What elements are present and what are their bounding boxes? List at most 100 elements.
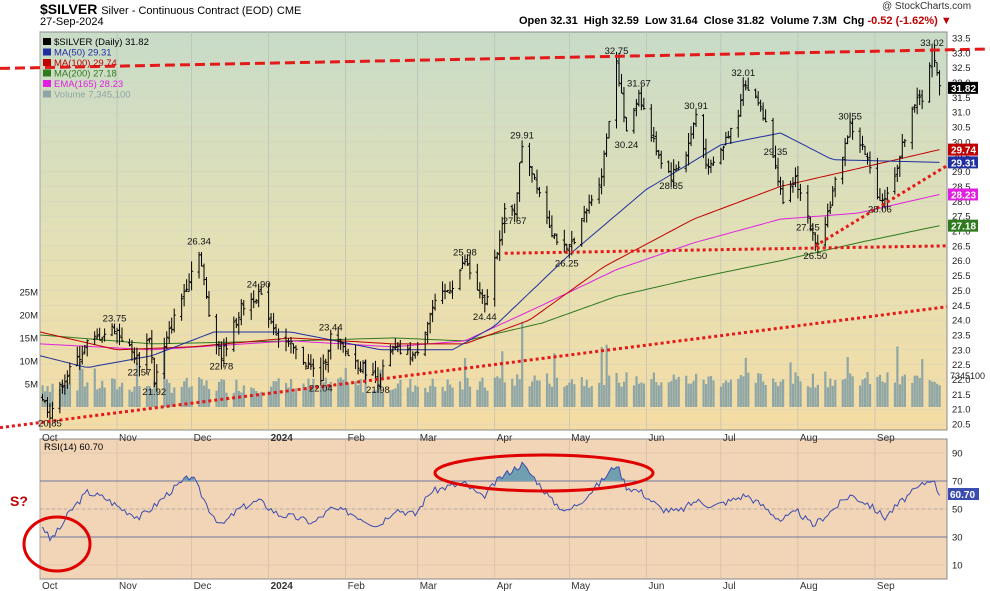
volume-bar	[580, 377, 583, 407]
x-tick-label: Mar	[420, 433, 438, 444]
legend-entry: EMA(165) 28.23	[54, 79, 123, 90]
volume-bar	[831, 385, 834, 407]
price-bar	[831, 185, 835, 206]
price-bar	[642, 97, 646, 110]
price-bar	[520, 140, 524, 164]
volume-bar	[859, 385, 862, 407]
volume-bar	[620, 386, 623, 407]
price-bar	[729, 127, 733, 145]
volume-bar	[329, 381, 332, 407]
price-bar	[850, 118, 855, 140]
price-bar	[304, 362, 308, 370]
price-bar	[587, 194, 591, 214]
price-bar	[480, 289, 484, 304]
price-bar	[408, 342, 412, 366]
volume-bar	[521, 321, 524, 407]
legend-swatch	[43, 69, 51, 77]
price-bar	[344, 337, 348, 357]
x-tick-label: Aug	[800, 581, 818, 591]
volume-bar	[603, 384, 606, 407]
volume-bar	[173, 387, 176, 407]
volume-bar	[781, 379, 785, 407]
price-bar	[271, 312, 276, 336]
price-bar	[860, 135, 865, 151]
y-tick-label: 21.5	[952, 390, 971, 401]
legend-swatch	[43, 90, 51, 98]
price-bar	[672, 159, 676, 189]
volume-bar	[794, 372, 797, 407]
legend-entry: MA(50) 29.31	[54, 48, 112, 59]
volume-bar	[687, 383, 690, 407]
volume-bar	[121, 382, 124, 407]
volume-bar	[789, 362, 792, 407]
volume-last-label: 7345100	[950, 371, 985, 381]
price-data-label: 26.25	[555, 258, 579, 269]
volume-bar	[516, 374, 519, 407]
price-bar	[361, 360, 365, 374]
axis-badge	[948, 156, 978, 169]
volume-bar	[155, 388, 158, 407]
price-bar	[460, 256, 465, 270]
price-bar	[219, 341, 223, 369]
volume-bar	[933, 381, 936, 407]
price-bar	[555, 233, 559, 245]
price-bar	[68, 362, 72, 385]
price-bar	[398, 339, 402, 355]
volume-bar	[570, 379, 573, 407]
price-bar	[510, 204, 514, 216]
volume-bar	[461, 389, 464, 407]
volume-bar	[416, 386, 419, 407]
volume-bar	[150, 388, 154, 407]
price-bar	[336, 326, 340, 350]
price-bar	[185, 279, 189, 292]
price-data-label: 26.50	[803, 251, 827, 262]
volume-bar	[772, 378, 775, 407]
price-bar	[204, 276, 209, 300]
volume-bar	[722, 383, 725, 407]
volume-bar	[81, 368, 84, 407]
volume-bar	[449, 384, 452, 407]
price-bar	[928, 62, 932, 103]
volume-bar	[886, 372, 889, 407]
x-tick-label: Nov	[119, 433, 137, 444]
y-tick-label: 23.0	[952, 345, 971, 356]
price-data-label: 21.98	[366, 385, 390, 396]
price-bar	[895, 164, 899, 183]
volume-bar	[695, 373, 698, 407]
price-bar	[167, 321, 171, 344]
price-bar	[759, 99, 763, 112]
price-data-label: 23.75	[103, 314, 127, 325]
volume-bar	[806, 386, 810, 407]
volume-bar	[739, 375, 742, 407]
y-tick-label: 20.5	[952, 420, 971, 431]
volume-bar	[931, 381, 934, 407]
volume-bar	[342, 379, 345, 407]
volume-bar	[111, 378, 114, 407]
price-bar	[463, 255, 467, 266]
price-bar	[535, 169, 539, 194]
price-bar	[517, 162, 522, 202]
price-bar	[135, 347, 139, 366]
price-bar	[286, 338, 291, 347]
price-bar	[120, 327, 124, 342]
axis-badge	[948, 81, 978, 94]
x-tick-label: May	[571, 581, 590, 591]
price-bar	[411, 351, 415, 362]
volume-bar	[811, 373, 815, 407]
volume-bar	[642, 383, 646, 407]
price-bar	[761, 102, 765, 121]
price-bar	[433, 293, 437, 311]
price-bar	[935, 62, 939, 76]
price-bar	[741, 77, 745, 106]
annotation-ellipse	[22, 515, 92, 573]
volume-bar	[650, 379, 653, 407]
volume-bar	[719, 386, 723, 407]
volume-bar	[635, 376, 638, 407]
price-bar	[346, 348, 350, 357]
x-tick-label: Feb	[348, 581, 366, 591]
price-bar	[771, 117, 775, 158]
price-bar	[242, 299, 246, 316]
volume-bar	[496, 376, 499, 407]
price-bar	[465, 254, 470, 266]
open-label: Open	[519, 15, 548, 27]
